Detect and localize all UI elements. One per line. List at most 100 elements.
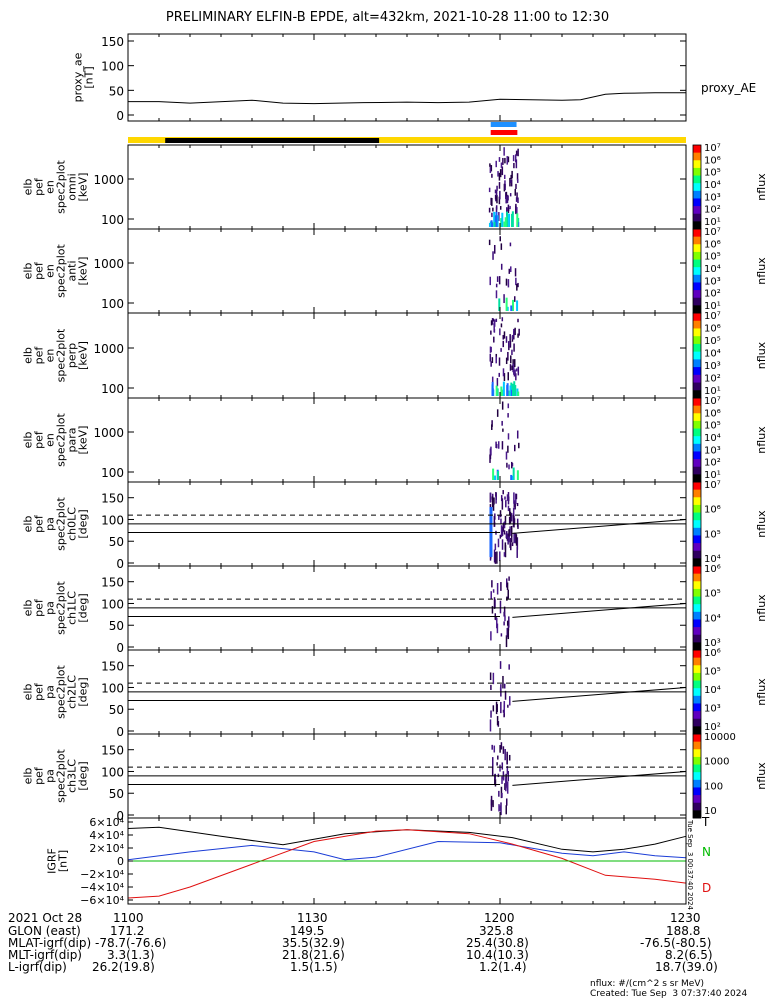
flux-pixel bbox=[505, 195, 507, 204]
y-tick-label: 150 bbox=[101, 35, 124, 49]
eph-row-glon-v1: 149.5 bbox=[290, 924, 325, 938]
pa-flux-pixel bbox=[503, 713, 505, 718]
flux-pixel bbox=[500, 263, 503, 270]
y-axis-label-line: pef bbox=[33, 430, 46, 449]
pa-flux-pixel bbox=[510, 513, 513, 522]
panel-frame bbox=[127, 144, 687, 230]
pa-flux-pixel bbox=[505, 578, 508, 588]
y-axis-label-line: pef bbox=[33, 514, 46, 533]
y-axis-label-line: [keV] bbox=[77, 173, 90, 202]
colorbar-segment bbox=[693, 459, 701, 468]
colorbar-segment bbox=[693, 734, 701, 743]
flux-pixel-high bbox=[508, 213, 511, 227]
flux-pixel bbox=[490, 330, 492, 335]
flux-pixel bbox=[498, 276, 501, 285]
colorbar-tick-label: 10⁷ bbox=[704, 480, 721, 491]
pa-flux-pixel bbox=[496, 583, 499, 595]
y-axis-label-line: pa bbox=[44, 601, 57, 615]
flux-pixel bbox=[495, 190, 498, 197]
y-axis-label-line: elb bbox=[22, 684, 35, 701]
igrf-label-t: T bbox=[701, 815, 710, 829]
pa-flux-pixel bbox=[502, 490, 504, 495]
colorbar-segment bbox=[693, 497, 701, 506]
y-axis-label-line: spec2plot bbox=[55, 581, 68, 635]
flux-pixel bbox=[492, 318, 495, 322]
colorbar-segment bbox=[693, 756, 701, 766]
colorbar-segment bbox=[693, 328, 701, 337]
eph-row-mlt-v0: 3.3(1.3) bbox=[107, 948, 155, 962]
colorbar-segment bbox=[693, 267, 701, 276]
pa-flux-pixel bbox=[507, 533, 509, 545]
colorbar-segment bbox=[693, 282, 701, 291]
y-axis-label-line: proxy_ae bbox=[72, 52, 85, 102]
flux-pixel bbox=[503, 294, 505, 304]
flux-pixel bbox=[513, 296, 516, 302]
colorbar-tick-label: 10⁷ bbox=[704, 311, 721, 322]
colorbar-tick-label: 10⁶ bbox=[704, 324, 721, 335]
colorbar-tick-label: 10¹ bbox=[704, 301, 721, 312]
colorbar-segment bbox=[693, 787, 701, 796]
colorbar-tick-label: 10¹ bbox=[704, 217, 721, 228]
colorbar-tick-label: 10¹ bbox=[704, 470, 721, 481]
pa-flux-pixel bbox=[503, 530, 506, 535]
footer-units: nflux: #/(cm^2 s sr MeV) bbox=[590, 979, 704, 989]
flux-pixel bbox=[492, 207, 494, 212]
y-tick-label: 50 bbox=[109, 619, 124, 633]
flux-pixel bbox=[514, 154, 517, 163]
y-axis-label-line: [keV] bbox=[77, 257, 90, 286]
flux-pixel bbox=[509, 334, 511, 342]
flux-pixel bbox=[511, 349, 513, 355]
flux-pixel bbox=[498, 372, 500, 377]
pa-flux-pixel bbox=[506, 494, 509, 501]
pa-flux-pixel bbox=[505, 778, 507, 792]
colorbar-tick-label: 10000 bbox=[704, 732, 736, 743]
pa-flux-pixel bbox=[516, 546, 518, 558]
flux-pixel bbox=[514, 369, 516, 375]
pa-flux-pixel bbox=[506, 765, 509, 775]
y-axis-label-line: pa bbox=[44, 517, 57, 531]
colorbar-tick-label: 10⁴ bbox=[704, 685, 721, 696]
flux-pixel-high bbox=[504, 217, 507, 227]
flux-pixel bbox=[491, 357, 494, 363]
colorbar-tick-label: 10⁴ bbox=[704, 613, 721, 624]
flux-pixel bbox=[505, 451, 508, 460]
pa-flux-pixel bbox=[499, 805, 502, 811]
pa-flux-pixel bbox=[500, 582, 502, 591]
flux-pixel bbox=[513, 343, 515, 352]
eph-row-date-v1: 1130 bbox=[297, 911, 328, 925]
colorbar-tick-label: 10⁶ bbox=[704, 648, 721, 659]
y-tick-label: 100 bbox=[101, 382, 124, 396]
proxy-ae-series-label: proxy_AE bbox=[701, 81, 757, 95]
pa-flux-pixel-high bbox=[489, 507, 493, 557]
eph-row-mlt-label: MLT-igrf(dip) bbox=[8, 948, 82, 962]
flux-pixel bbox=[488, 187, 491, 193]
colorbar-segment bbox=[693, 251, 701, 261]
pa-flux-pixel bbox=[503, 683, 506, 689]
flux-pixel-high bbox=[490, 220, 493, 227]
pa-flux-pixel bbox=[491, 757, 494, 769]
flux-pixel bbox=[518, 442, 520, 449]
panel-frame bbox=[127, 397, 687, 483]
pa-flux-pixel bbox=[504, 545, 507, 558]
pa-flux-pixel bbox=[505, 805, 507, 815]
flux-pixel bbox=[516, 173, 519, 181]
pa-flux-pixel bbox=[492, 589, 495, 593]
colorbar-tick-label: 10⁵ bbox=[704, 667, 721, 678]
colorbar-segment bbox=[693, 558, 701, 567]
flux-pixel bbox=[501, 166, 504, 176]
flux-pixel bbox=[490, 346, 492, 353]
flux-pixel bbox=[515, 150, 518, 156]
y-axis-label-line: en bbox=[44, 349, 57, 363]
colorbar-tick-label: 10⁷ bbox=[704, 227, 721, 238]
colorbar-segment bbox=[693, 489, 701, 498]
pa-flux-pixel bbox=[499, 510, 502, 518]
flux-pixel bbox=[516, 283, 518, 291]
pa-flux-pixel bbox=[493, 597, 496, 609]
colorbar-tick-label: 10³ bbox=[704, 192, 721, 203]
flux-pixel bbox=[505, 191, 508, 197]
flux-pixel bbox=[505, 336, 508, 343]
colorbar-segment bbox=[693, 152, 701, 161]
flux-pixel bbox=[494, 189, 497, 194]
pa-flux-pixel bbox=[499, 661, 502, 669]
